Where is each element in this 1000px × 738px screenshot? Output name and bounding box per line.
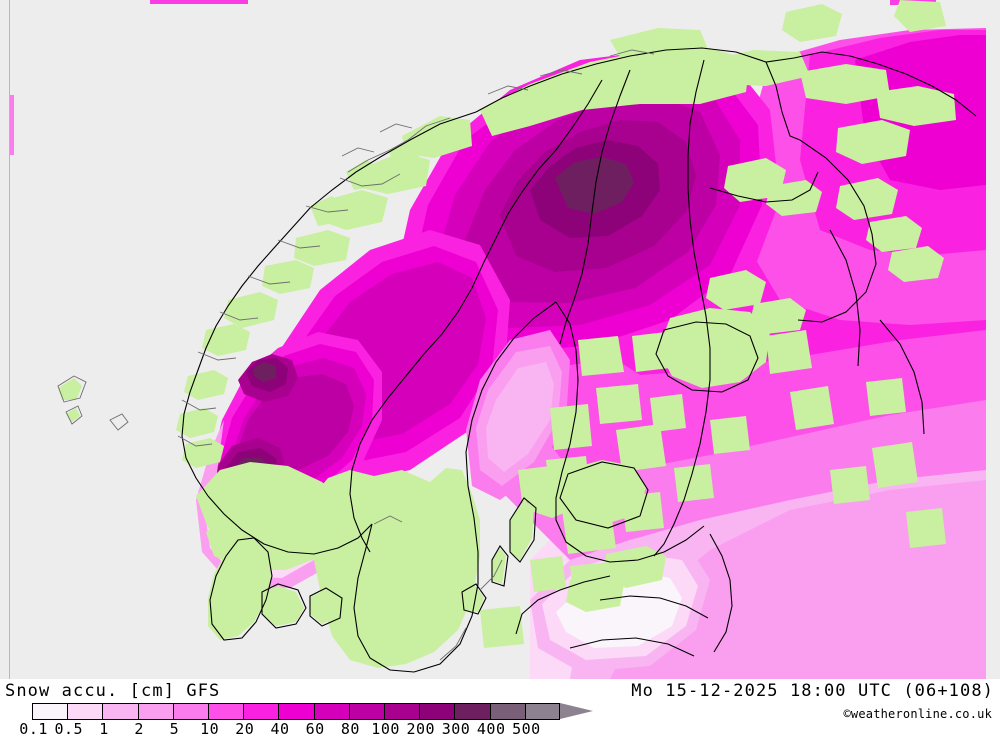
legend-tick-label: 60 (305, 720, 325, 738)
map-footer: Snow accu. [cm] GFS 0.1 0.5 1 2 5 10 20 40 60 80 1… (0, 679, 1000, 738)
legend-overflow-arrow (560, 703, 593, 719)
legend-swatch (419, 703, 455, 720)
color-legend-bar (32, 703, 593, 720)
legend-tick-label: 80 (340, 720, 360, 738)
legend-tick-label: 0.1 (19, 720, 48, 738)
legend-tick-label: 10 (200, 720, 220, 738)
legend-tick-label: 40 (270, 720, 290, 738)
legend-swatch (384, 703, 420, 720)
legend-tick-label: 2 (134, 720, 144, 738)
left-edge-strip (10, 95, 14, 155)
legend-title: Snow accu. [cm] GFS (5, 681, 221, 701)
legend-swatch (102, 703, 138, 720)
snow-accumulation-raster (10, 0, 986, 679)
land-no-snow-areas (58, 0, 956, 668)
legend-swatch (348, 703, 384, 720)
legend-swatch (454, 703, 490, 720)
legend-tick-label: 400 (476, 720, 506, 738)
legend-swatch (172, 703, 208, 720)
fjord-and-island-detail (57, 49, 655, 661)
legend-swatch (32, 703, 68, 720)
coastlines-and-borders (57, 47, 977, 673)
legend-tick-label: 300 (441, 720, 471, 738)
copyright-credit: ©weatheronline.co.uk (843, 707, 992, 721)
legend-tick-label: 20 (235, 720, 255, 738)
legend-swatch (313, 703, 349, 720)
legend-swatch (137, 703, 173, 720)
legend-swatch (208, 703, 244, 720)
valid-time-stamp: Mo 15-12-2025 18:00 UTC (06+108) (631, 681, 994, 701)
legend-swatch (489, 703, 525, 720)
national-border (349, 59, 861, 657)
legend-tick-label: 500 (512, 720, 541, 738)
legend-tick-label: 1 (99, 720, 109, 738)
legend-tick-label: 100 (371, 720, 400, 738)
legend-tick-label: 0.5 (54, 720, 84, 738)
legend-swatch (243, 703, 279, 720)
legend-swatch (278, 703, 314, 720)
top-strip-a (150, 0, 248, 4)
legend-swatch (524, 703, 560, 720)
legend-tick-label: 5 (169, 720, 180, 738)
legend-tick-label: 200 (406, 720, 436, 738)
map-canvas[interactable] (9, 0, 986, 679)
legend-swatch (67, 703, 103, 720)
coastline (181, 47, 977, 673)
map-panel[interactable] (0, 0, 1000, 679)
